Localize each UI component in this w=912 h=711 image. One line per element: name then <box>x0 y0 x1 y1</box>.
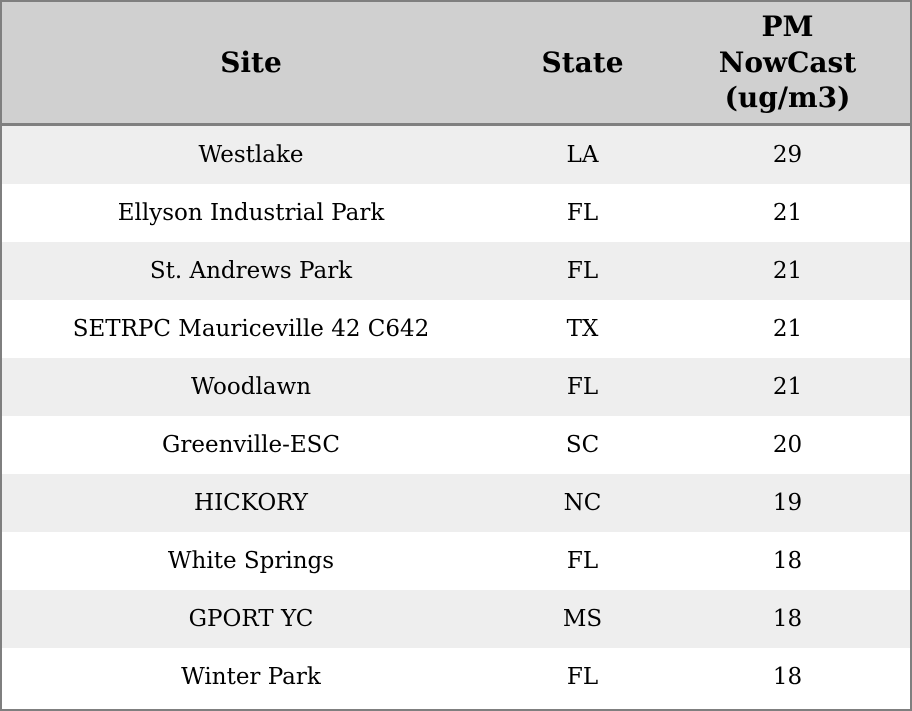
cell-site: St. Andrews Park <box>2 242 500 300</box>
table-row: Winter Park FL 18 <box>2 648 910 706</box>
cell-pm-nowcast-ug-m3: 19 <box>665 474 910 532</box>
table-row: St. Andrews Park FL 21 <box>2 242 910 300</box>
cell-site: White Springs <box>2 532 500 590</box>
cell-pm-nowcast-ug-m3: 21 <box>665 242 910 300</box>
table-row: White Springs FL 18 <box>2 532 910 590</box>
table-row: Westlake LA 29 <box>2 126 910 184</box>
cell-pm-nowcast-ug-m3: 18 <box>665 590 910 648</box>
cell-pm-nowcast-ug-m3: 21 <box>665 300 910 358</box>
cell-site: Greenville-ESC <box>2 416 500 474</box>
cell-pm-nowcast-ug-m3: 21 <box>665 184 910 242</box>
cell-state: FL <box>500 532 665 590</box>
cell-state: FL <box>500 648 665 706</box>
cell-site: GPORT YC <box>2 590 500 648</box>
cell-pm-nowcast-ug-m3: 20 <box>665 416 910 474</box>
cell-state: SC <box>500 416 665 474</box>
table-row: Greenville-ESC SC 20 <box>2 416 910 474</box>
cell-pm-nowcast-ug-m3: 29 <box>665 126 910 184</box>
table-row: HICKORY NC 19 <box>2 474 910 532</box>
cell-state: LA <box>500 126 665 184</box>
table-row: GPORT YC MS 18 <box>2 590 910 648</box>
column-header-state: State <box>500 2 665 126</box>
column-header-pm-nowcast: PM NowCast (ug/m3) <box>665 2 910 126</box>
cell-site: Winter Park <box>2 648 500 706</box>
cell-pm-nowcast-ug-m3: 21 <box>665 358 910 416</box>
cell-state: TX <box>500 300 665 358</box>
cell-state: NC <box>500 474 665 532</box>
cell-state: FL <box>500 184 665 242</box>
cell-site: Woodlawn <box>2 358 500 416</box>
cell-site: Westlake <box>2 126 500 184</box>
cell-site: SETRPC Mauriceville 42 C642 <box>2 300 500 358</box>
cell-state: FL <box>500 242 665 300</box>
cell-pm-nowcast-ug-m3: 18 <box>665 532 910 590</box>
column-header-site: Site <box>2 2 500 126</box>
cell-site: HICKORY <box>2 474 500 532</box>
cell-state: FL <box>500 358 665 416</box>
cell-pm-nowcast-ug-m3: 18 <box>665 648 910 706</box>
table-header: Site State PM NowCast (ug/m3) <box>2 2 910 126</box>
table-body: Westlake LA 29 Ellyson Industrial Park FL 21 S… <box>2 126 910 706</box>
cell-state: MS <box>500 590 665 648</box>
table-row: Woodlawn FL 21 <box>2 358 910 416</box>
table-row: Ellyson Industrial Park FL 21 <box>2 184 910 242</box>
header-row: Site State PM NowCast (ug/m3) <box>2 2 910 126</box>
cell-site: Ellyson Industrial Park <box>2 184 500 242</box>
column-header-pm-nowcast-label: PM NowCast (ug/m3) <box>718 9 857 115</box>
table-row: SETRPC Mauriceville 42 C642 TX 21 <box>2 300 910 358</box>
